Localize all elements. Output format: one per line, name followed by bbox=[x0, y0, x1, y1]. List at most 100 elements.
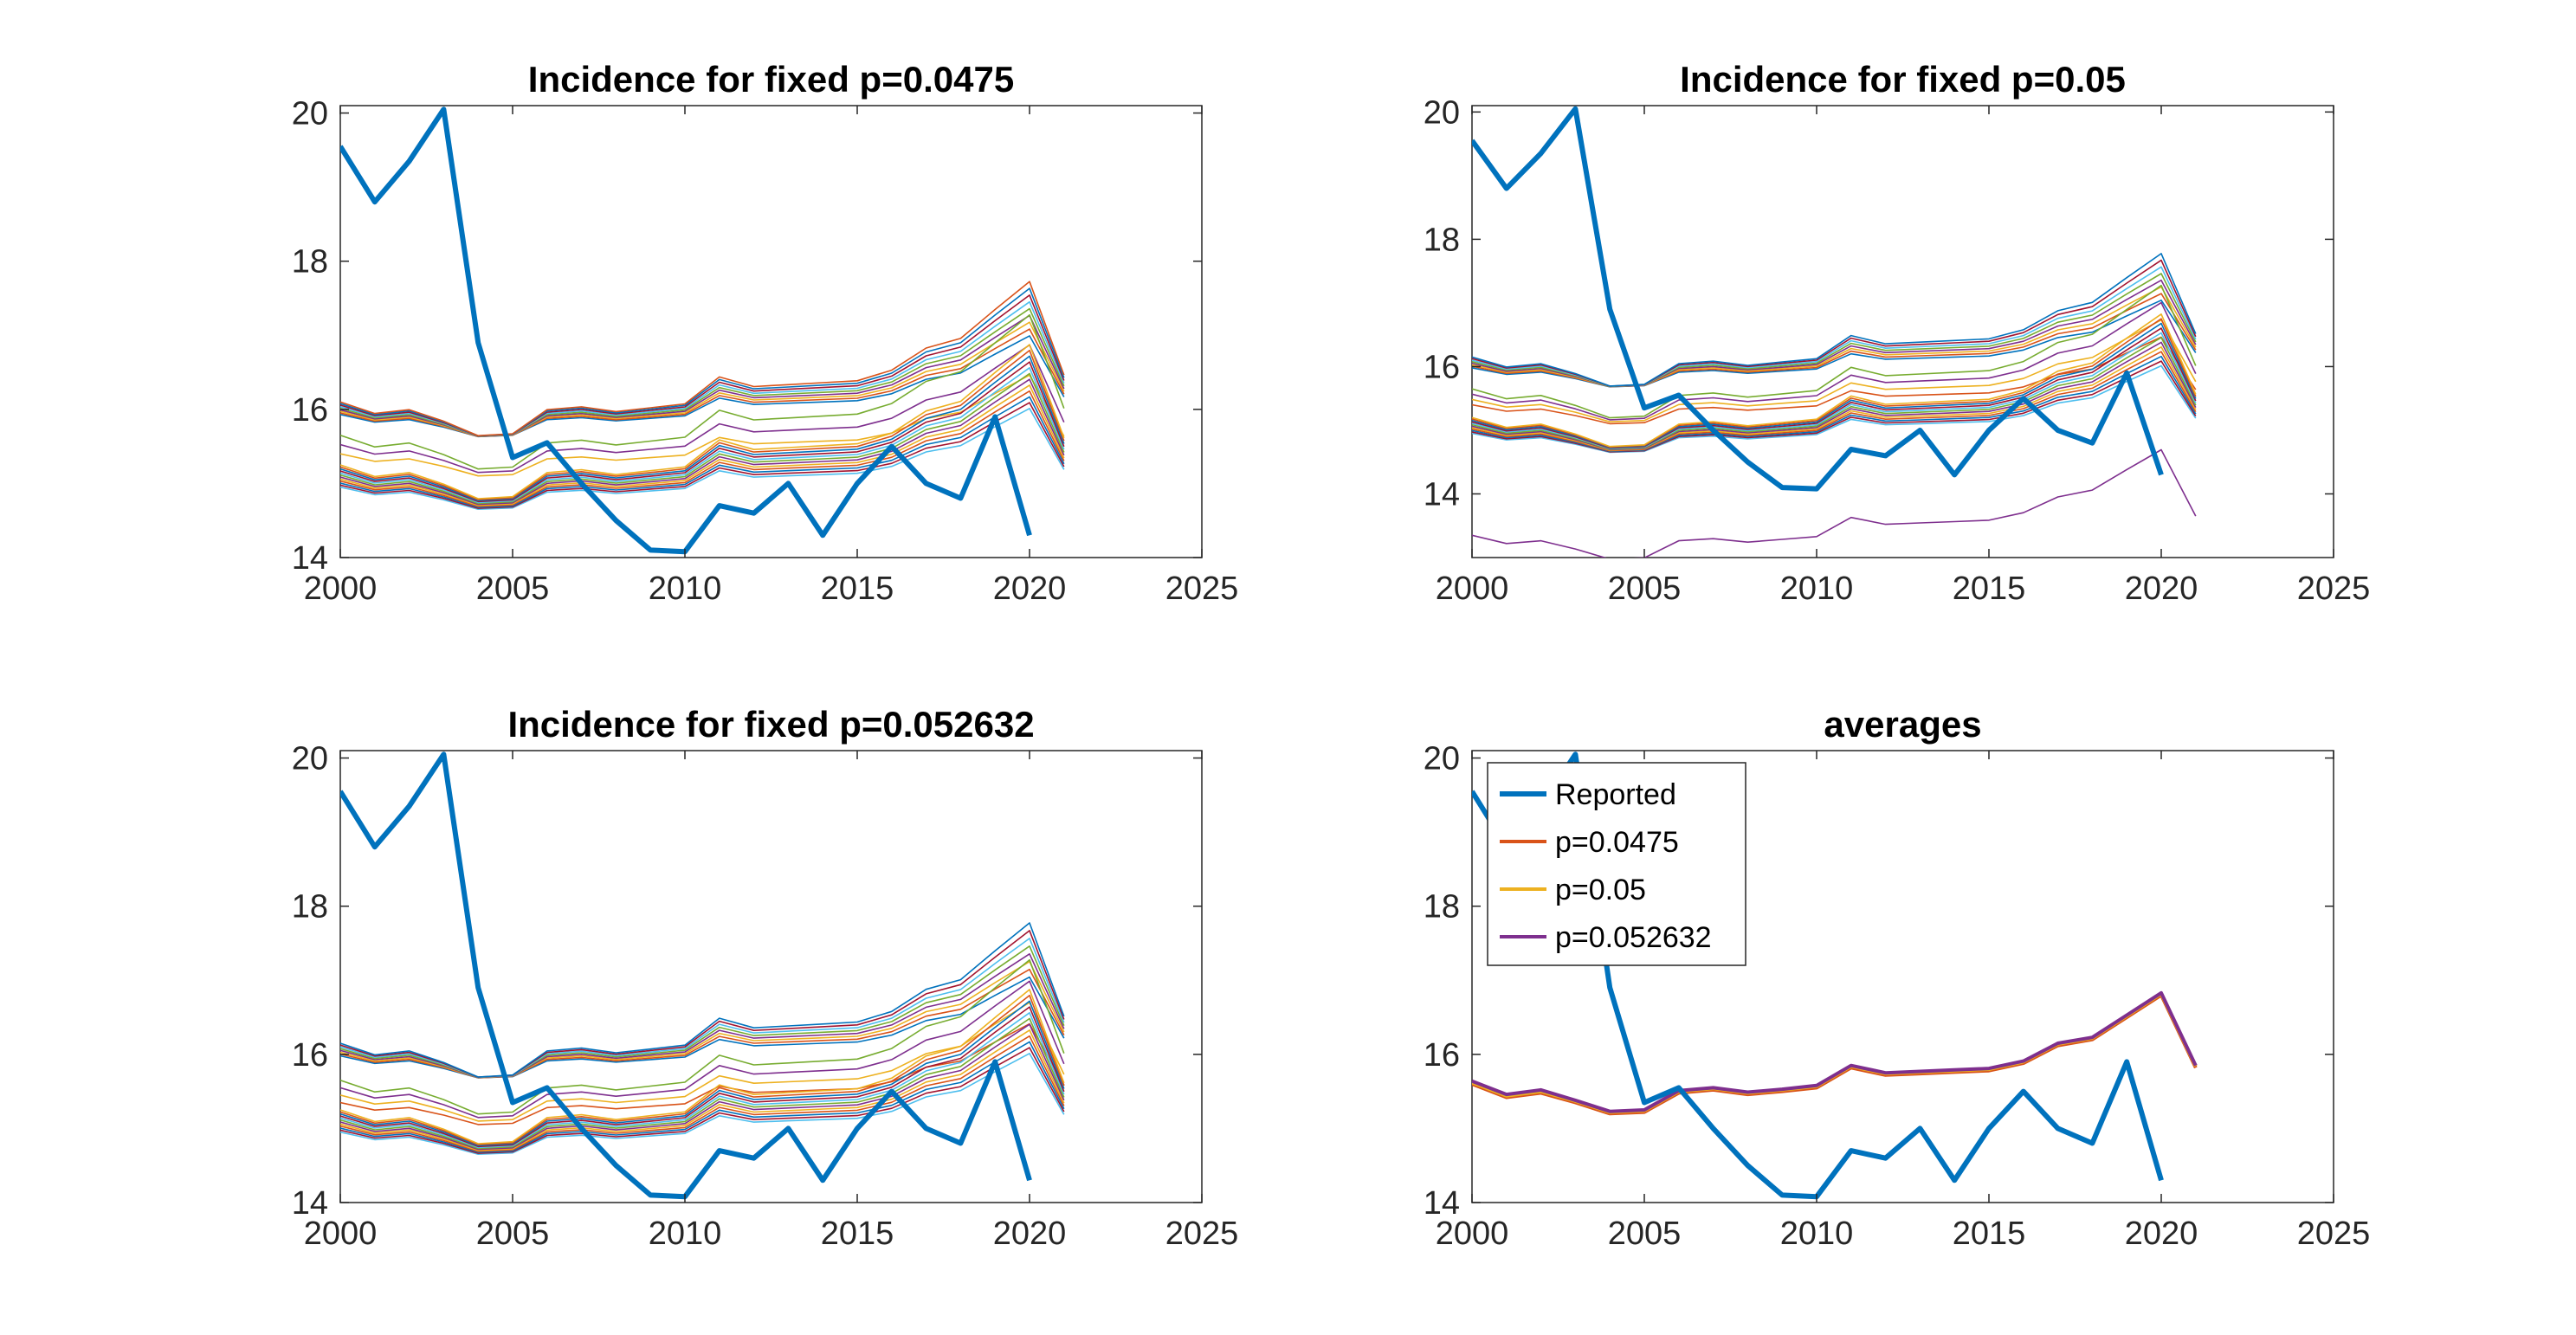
axes-2: 2000 2005 2010 2015 2020 2025 14 16 18 20 Incidenc… bbox=[1424, 59, 2371, 607]
simulation-line bbox=[340, 989, 1065, 1145]
x-tick-label: 2000 bbox=[1436, 571, 1509, 607]
simulation-line bbox=[340, 1023, 1065, 1151]
x-tick-label: 2005 bbox=[476, 1216, 550, 1252]
x-tick-label: 2015 bbox=[1953, 1216, 2026, 1252]
plot-area bbox=[1472, 106, 2197, 558]
simulation-line bbox=[340, 922, 1065, 1078]
simulation-line bbox=[340, 344, 1065, 500]
y-tick-label: 20 bbox=[292, 96, 328, 132]
reported-line bbox=[1472, 106, 2164, 492]
legend-label: Reported bbox=[1555, 778, 1676, 811]
y-tick-label: 16 bbox=[292, 392, 328, 429]
x-tick-label: 2020 bbox=[2125, 571, 2198, 607]
simulation-line bbox=[340, 402, 1065, 509]
simulation-line bbox=[340, 1029, 1065, 1151]
x-tick-label: 2025 bbox=[2297, 571, 2371, 607]
y-tick-label: 18 bbox=[292, 244, 328, 281]
x-tick-label: 2015 bbox=[821, 1216, 894, 1252]
simulation-line bbox=[1472, 253, 2197, 387]
simulation-line bbox=[340, 1047, 1065, 1154]
simulation-line bbox=[340, 378, 1065, 506]
simulation-line bbox=[340, 1053, 1065, 1155]
x-tick-label: 2020 bbox=[2125, 1216, 2198, 1252]
simulation-line bbox=[1472, 313, 2197, 448]
x-tick-label: 2015 bbox=[1953, 571, 2026, 607]
simulation-line bbox=[1472, 327, 2197, 449]
x-tick-label: 2010 bbox=[649, 1216, 722, 1252]
axes-1: 2000 2005 2010 2015 2020 2025 14 16 18 20 Incidenc… bbox=[292, 59, 1239, 607]
chart-title: Incidence for fixed p=0.05 bbox=[1680, 59, 2126, 100]
x-tick-label: 2005 bbox=[1608, 571, 1682, 607]
y-tick-label: 14 bbox=[1424, 476, 1460, 513]
simulation-line bbox=[340, 384, 1065, 506]
axes-3: 2000 2005 2010 2015 2020 2025 14 16 18 20 Incidenc… bbox=[292, 704, 1239, 1252]
simulation-line bbox=[340, 1000, 1065, 1146]
chart-title: averages bbox=[1824, 704, 1981, 745]
simulation-line bbox=[340, 958, 1065, 1115]
chart-title: Incidence for fixed p=0.0475 bbox=[528, 59, 1014, 100]
x-tick-label: 2010 bbox=[1780, 571, 1854, 607]
x-tick-label: 2010 bbox=[1780, 1216, 1854, 1252]
simulation-line bbox=[340, 313, 1065, 470]
simulation-line bbox=[340, 367, 1065, 504]
simulation-line bbox=[340, 1012, 1065, 1149]
axes-box bbox=[339, 750, 1203, 1203]
simulation-line bbox=[1472, 284, 2197, 419]
simulation-line bbox=[340, 1006, 1065, 1148]
y-tick-label: 14 bbox=[292, 1185, 328, 1222]
simulation-line bbox=[340, 1041, 1065, 1153]
simulation-line bbox=[340, 994, 1065, 1145]
simulation-line bbox=[340, 281, 1065, 436]
axes-layer: 2000 2005 2010 2015 2020 2025 14 16 18 20 Incidenc… bbox=[292, 59, 2371, 1252]
simulation-line bbox=[340, 396, 1065, 508]
x-tick-label: 2020 bbox=[993, 571, 1067, 607]
simulation-line bbox=[340, 349, 1065, 500]
simulation-line bbox=[1472, 355, 2197, 453]
simulation-line bbox=[340, 390, 1065, 507]
simulation-line bbox=[340, 361, 1065, 503]
simulation-line bbox=[1472, 448, 2197, 558]
axes-box bbox=[1471, 105, 2334, 558]
x-tick-label: 2000 bbox=[1436, 1216, 1509, 1252]
y-tick-label: 16 bbox=[1424, 1037, 1460, 1074]
x-tick-label: 2025 bbox=[1165, 571, 1239, 607]
simulation-line bbox=[340, 355, 1065, 501]
y-tick-label: 18 bbox=[292, 889, 328, 925]
simulation-line bbox=[340, 374, 1065, 477]
legend-label: p=0.052632 bbox=[1555, 921, 1712, 954]
simulation-line bbox=[340, 408, 1065, 510]
y-tick-label: 16 bbox=[1424, 349, 1460, 385]
y-tick-label: 20 bbox=[1424, 94, 1460, 131]
y-tick-label: 14 bbox=[1424, 1185, 1460, 1222]
simulation-line bbox=[340, 1017, 1065, 1150]
x-tick-label: 2010 bbox=[649, 571, 722, 607]
simulation-line bbox=[340, 344, 1065, 474]
y-tick-label: 18 bbox=[1424, 222, 1460, 258]
x-tick-label: 2000 bbox=[304, 1216, 378, 1252]
y-tick-label: 16 bbox=[292, 1037, 328, 1074]
simulation-line bbox=[1472, 360, 2197, 453]
x-tick-label: 2005 bbox=[476, 571, 550, 607]
x-tick-label: 2020 bbox=[993, 1216, 1067, 1252]
x-tick-label: 2025 bbox=[2297, 1216, 2371, 1252]
simulation-line bbox=[340, 1002, 1065, 1122]
series-line-p-0-052632 bbox=[1472, 990, 2198, 1113]
simulation-line bbox=[1472, 337, 2197, 450]
simulation-line bbox=[1472, 336, 2197, 425]
legend-label: p=0.0475 bbox=[1555, 826, 1679, 859]
simulation-line bbox=[1472, 301, 2197, 421]
simulation-line bbox=[1472, 341, 2197, 451]
legend[interactable]: Reported p=0.0475 p=0.05 p=0.052632 bbox=[1487, 762, 1746, 966]
simulation-line bbox=[340, 1022, 1065, 1125]
y-tick-label: 18 bbox=[1424, 889, 1460, 925]
axes-4: 2000 2005 2010 2015 2020 2025 14 16 18 20 averages… bbox=[1424, 704, 2371, 1252]
chart-title: Incidence for fixed p=0.052632 bbox=[507, 704, 1034, 745]
y-tick-label: 14 bbox=[292, 540, 328, 577]
x-tick-label: 2025 bbox=[1165, 1216, 1239, 1252]
simulation-line bbox=[1472, 351, 2197, 452]
plot-area bbox=[340, 106, 1065, 555]
simulation-line bbox=[340, 1035, 1065, 1152]
x-tick-label: 2005 bbox=[1608, 1216, 1682, 1252]
simulation-line bbox=[1472, 322, 2197, 448]
simulation-line bbox=[1472, 346, 2197, 451]
